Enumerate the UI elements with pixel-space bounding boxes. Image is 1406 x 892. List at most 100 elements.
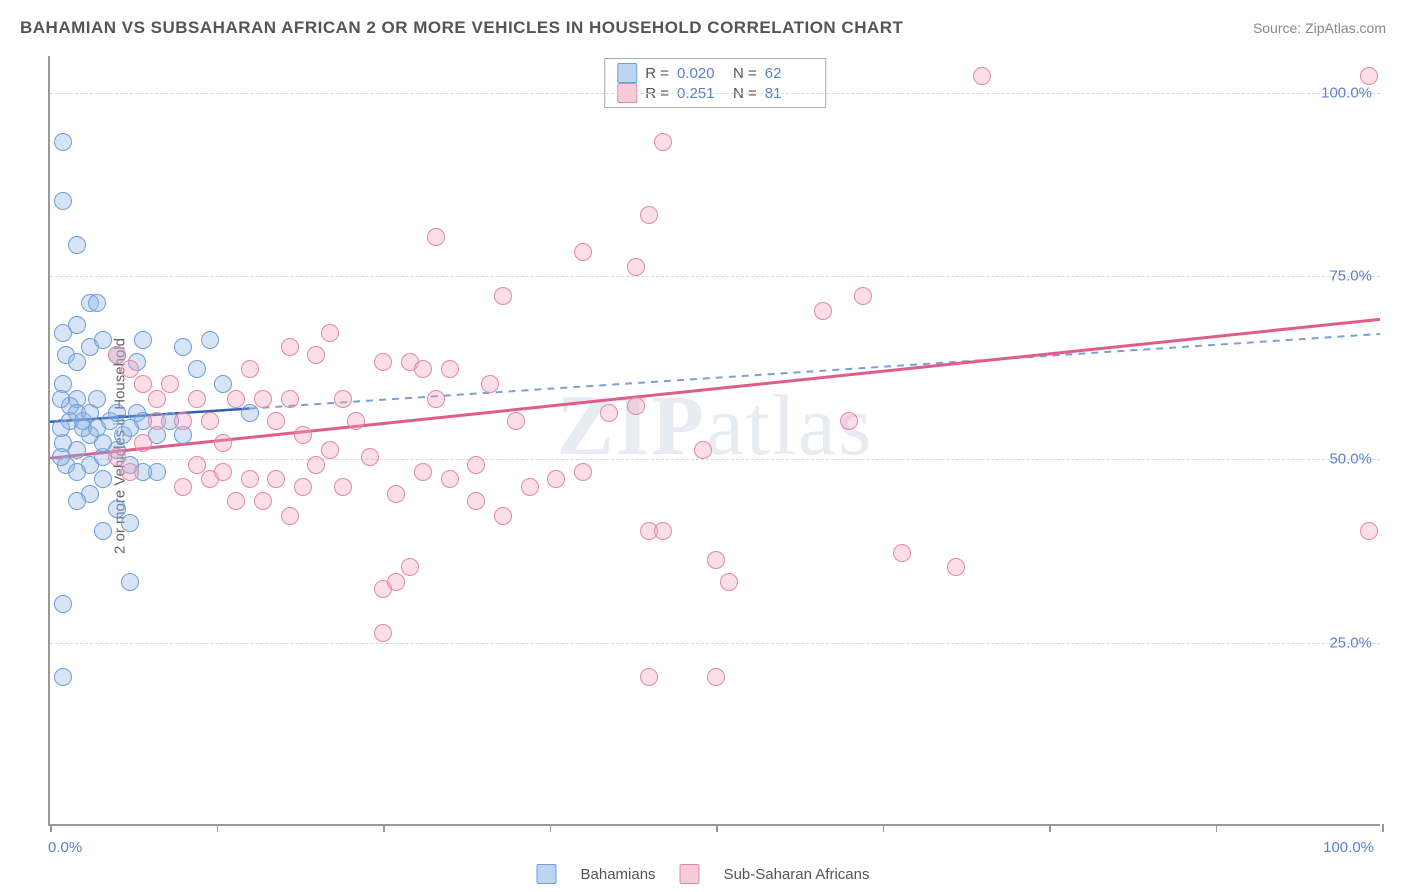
data-point [241, 470, 259, 488]
gridline [50, 643, 1380, 644]
data-point [467, 456, 485, 474]
stats-row: R =0.020N =62 [617, 63, 813, 83]
data-point [121, 463, 139, 481]
data-point [134, 331, 152, 349]
x-tick [50, 824, 52, 832]
data-point [481, 375, 499, 393]
data-point [94, 522, 112, 540]
data-point [148, 412, 166, 430]
data-point [54, 133, 72, 151]
data-point [707, 668, 725, 686]
data-point [54, 595, 72, 613]
data-point [387, 573, 405, 591]
chart-header: BAHAMIAN VS SUBSAHARAN AFRICAN 2 OR MORE… [20, 18, 1386, 38]
data-point [54, 192, 72, 210]
data-point [241, 404, 259, 422]
data-point [68, 492, 86, 510]
x-axis-max-label: 100.0% [1323, 839, 1374, 856]
data-point [108, 404, 126, 422]
data-point [68, 463, 86, 481]
data-point [88, 294, 106, 312]
data-point [227, 390, 245, 408]
data-point [54, 668, 72, 686]
data-point [214, 463, 232, 481]
data-point [494, 507, 512, 525]
x-tick [383, 824, 385, 832]
data-point [254, 492, 272, 510]
data-point [108, 346, 126, 364]
data-point [947, 558, 965, 576]
data-point [52, 448, 70, 466]
data-point [574, 463, 592, 481]
x-tick [217, 824, 219, 832]
y-tick-label: 75.0% [1329, 268, 1372, 285]
x-tick [716, 824, 718, 832]
data-point [52, 390, 70, 408]
data-point [973, 67, 991, 85]
data-point [640, 668, 658, 686]
gridline [50, 459, 1380, 460]
data-point [414, 360, 432, 378]
data-point [201, 331, 219, 349]
legend-label: Sub-Saharan Africans [724, 866, 870, 883]
data-point [521, 478, 539, 496]
gridline [50, 276, 1380, 277]
x-axis-min-label: 0.0% [48, 839, 82, 856]
y-tick-label: 25.0% [1329, 634, 1372, 651]
data-point [88, 390, 106, 408]
data-point [574, 243, 592, 261]
scatter-plot: ZIPatlas R =0.020N =62R =0.251N =81 25.0… [48, 56, 1380, 826]
data-point [68, 353, 86, 371]
data-point [188, 390, 206, 408]
data-point [68, 236, 86, 254]
data-point [694, 441, 712, 459]
data-point [108, 448, 126, 466]
data-point [68, 316, 86, 334]
data-point [374, 353, 392, 371]
data-point [321, 324, 339, 342]
data-point [307, 456, 325, 474]
data-point [720, 573, 738, 591]
data-point [507, 412, 525, 430]
data-point [267, 470, 285, 488]
data-point [108, 500, 126, 518]
data-point [148, 390, 166, 408]
chart-title: BAHAMIAN VS SUBSAHARAN AFRICAN 2 OR MORE… [20, 18, 903, 38]
data-point [134, 434, 152, 452]
data-point [401, 558, 419, 576]
data-point [188, 360, 206, 378]
data-point [1360, 522, 1378, 540]
x-tick [883, 824, 885, 832]
data-point [600, 404, 618, 422]
data-point [174, 412, 192, 430]
data-point [174, 338, 192, 356]
x-tick [1216, 824, 1218, 832]
data-point [347, 412, 365, 430]
data-point [707, 551, 725, 569]
data-point [281, 390, 299, 408]
data-point [387, 485, 405, 503]
data-point [840, 412, 858, 430]
data-point [654, 522, 672, 540]
data-point [174, 478, 192, 496]
legend-swatch [537, 864, 557, 884]
legend-swatch [680, 864, 700, 884]
y-tick-label: 100.0% [1321, 84, 1372, 101]
data-point [267, 412, 285, 430]
data-point [294, 426, 312, 444]
correlation-stats-box: R =0.020N =62R =0.251N =81 [604, 58, 826, 108]
chart-source: Source: ZipAtlas.com [1253, 20, 1386, 36]
data-point [161, 375, 179, 393]
legend-label: Bahamians [581, 866, 656, 883]
data-point [441, 360, 459, 378]
n-label: N = [733, 65, 757, 82]
legend: Bahamians Sub-Saharan Africans [537, 864, 870, 884]
data-point [361, 448, 379, 466]
legend-swatch [617, 63, 637, 83]
trend-lines [50, 56, 1380, 824]
data-point [547, 470, 565, 488]
data-point [294, 478, 312, 496]
data-point [441, 470, 459, 488]
data-point [201, 412, 219, 430]
data-point [52, 419, 70, 437]
